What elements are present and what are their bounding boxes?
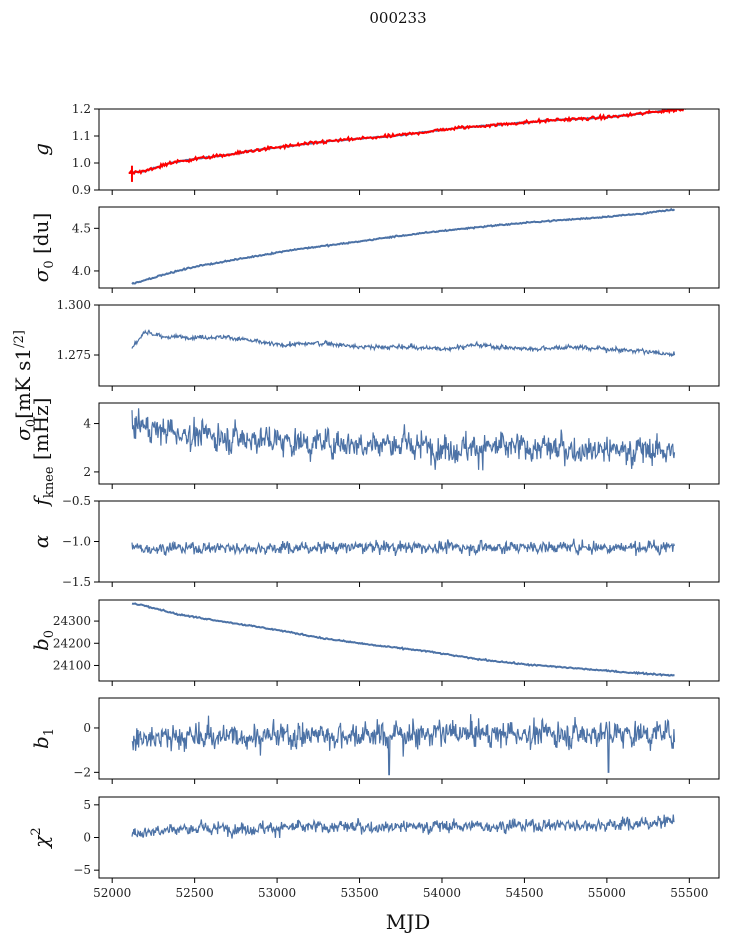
y-tick-label-b0-0: 24100 [53, 658, 91, 672]
series-line-sigma0-mk-0 [131, 329, 676, 358]
y-axis-label-chi2: χ2 [29, 827, 53, 849]
x-tick-label-6: 55000 [588, 886, 626, 900]
x-axis-label: MJD [386, 910, 431, 934]
series-line-chi2-0 [131, 814, 675, 839]
y-tick-label-b1-0: −2 [73, 765, 91, 779]
panel-alpha: −1.5 −1.0 −0.5 α [29, 494, 720, 589]
panel-sigma0-mk: 1.275 1.300 σ0[mK s1/2] [11, 298, 720, 441]
series-line-fknee-0 [131, 408, 676, 471]
panel-frame-b1 [98, 697, 720, 780]
y-tick-label-chi2-1: 0 [83, 831, 91, 845]
series-line-g-1 [128, 109, 686, 175]
panel-chi2: −5 0 5 χ2 [29, 796, 720, 883]
y-tick-label-sigma0-mk-0: 1.275 [57, 348, 91, 362]
y-tick-label-b0-2: 24300 [53, 614, 91, 628]
y-tick-label-g-3: 1.2 [72, 102, 91, 116]
panel-frame-chi2 [98, 796, 720, 879]
y-axis-label-b1: b1 [29, 728, 57, 749]
panel-frame-sigma0-mk [98, 304, 720, 387]
y-tick-label-g-1: 1.0 [72, 156, 91, 170]
y-tick-label-fknee-1: 4 [83, 417, 91, 431]
x-tick-label-3: 53500 [340, 886, 378, 900]
panel-frame-g [98, 108, 720, 191]
x-tick-label-1: 52500 [176, 886, 214, 900]
y-axis-label-fknee: fknee [mHz] [29, 398, 57, 508]
figure-title: 000233 [369, 9, 426, 27]
panel-sigma0-du: 4.0 4.5 σ0 [du] [29, 206, 720, 293]
series-line-sigma0-du-0 [131, 207, 676, 285]
panel-b1: −2 0 b1 [29, 697, 720, 784]
y-axis-label-sigma0-mk: σ0[mK s1/2] [11, 330, 39, 441]
y-axis-label-b0: b0 [29, 630, 57, 651]
y-tick-label-b0-1: 24200 [53, 636, 91, 650]
y-axis-label-sigma0-du: σ0 [du] [29, 213, 57, 283]
y-tick-label-chi2-2: 5 [83, 798, 91, 812]
y-tick-label-alpha-2: −0.5 [62, 494, 91, 508]
y-tick-label-sigma0-du-0: 4.0 [72, 264, 91, 278]
y-axis-label-alpha: α [29, 534, 53, 548]
panel-g: 0.9 1.0 1.1 1.2 g [29, 102, 720, 197]
series-line-g-0 [131, 109, 675, 175]
y-tick-label-g-2: 1.1 [72, 129, 91, 143]
y-axis-label-g: g [29, 143, 53, 156]
panel-fknee: 2 4 fknee [mHz] [29, 398, 720, 508]
panel-frame-b0 [98, 599, 720, 682]
y-tick-label-b1-1: 0 [83, 721, 91, 735]
y-tick-label-fknee-0: 2 [83, 465, 91, 479]
y-tick-label-g-0: 0.9 [72, 183, 91, 197]
series-line-alpha-0 [131, 538, 676, 557]
panel-frame-alpha [98, 500, 720, 583]
series-spike-cross-g [128, 171, 136, 175]
x-tick-label-0: 52000 [93, 886, 131, 900]
x-tick-label-7: 55500 [670, 886, 708, 900]
series-line-b0-0 [131, 602, 675, 677]
series-line-b1-0 [131, 714, 676, 776]
y-tick-label-sigma0-du-1: 4.5 [72, 221, 91, 235]
x-axis: 52000 52500 53000 53500 54000 54500 55000 55500 [93, 886, 708, 900]
panels: 0.9 1.0 1.1 1.2 g 4.0 4.5 σ0 [du] 1.275 1.300 σ0[m… [11, 102, 720, 883]
y-tick-label-chi2-0: −5 [73, 863, 91, 877]
y-tick-label-alpha-0: −1.5 [62, 575, 91, 589]
panel-frame-sigma0-du [98, 206, 720, 289]
y-tick-label-sigma0-mk-1: 1.300 [57, 298, 91, 312]
x-tick-label-2: 53000 [258, 886, 296, 900]
y-tick-label-alpha-1: −1.0 [62, 535, 91, 549]
panel-frame-fknee [98, 402, 720, 485]
panel-b0: 24100 24200 24300 b0 [29, 599, 720, 686]
x-tick-label-4: 54000 [423, 886, 461, 900]
x-tick-label-5: 54500 [505, 886, 543, 900]
